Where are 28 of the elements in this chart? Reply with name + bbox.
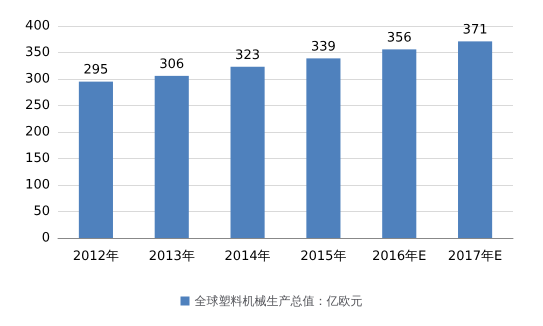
x-tick-label: 2012年 [72,249,119,264]
y-tick-label: 150 [25,151,50,166]
data-label: 306 [159,56,184,72]
y-tick-label: 300 [25,72,50,86]
x-tick-label: 2013年 [148,249,195,264]
bar [306,58,340,238]
data-label: 356 [386,30,412,46]
legend-label: 全球塑料机械生产总值：亿欧元 [194,294,362,308]
y-tick-label: 400 [25,18,50,34]
y-tick-label: 350 [25,45,50,60]
x-tick-label: 2015年 [300,249,346,264]
y-tick-label: 250 [25,98,50,113]
y-tick-label: 0 [42,230,50,246]
bar [230,66,265,238]
x-tick-label: 2014年 [224,249,271,264]
data-label: 371 [462,22,488,38]
y-tick-label: 50 [33,204,50,219]
x-tick-label: 2016年E [372,249,426,264]
data-label: 339 [311,39,336,54]
bar [458,41,492,238]
y-tick-label: 100 [25,178,50,192]
bar [382,49,416,238]
x-tick-label: 2017年E [448,249,502,264]
bar [154,76,189,238]
data-label: 323 [235,48,260,63]
data-label: 295 [84,62,108,78]
y-tick-label: 200 [25,124,50,140]
bar [78,82,113,238]
